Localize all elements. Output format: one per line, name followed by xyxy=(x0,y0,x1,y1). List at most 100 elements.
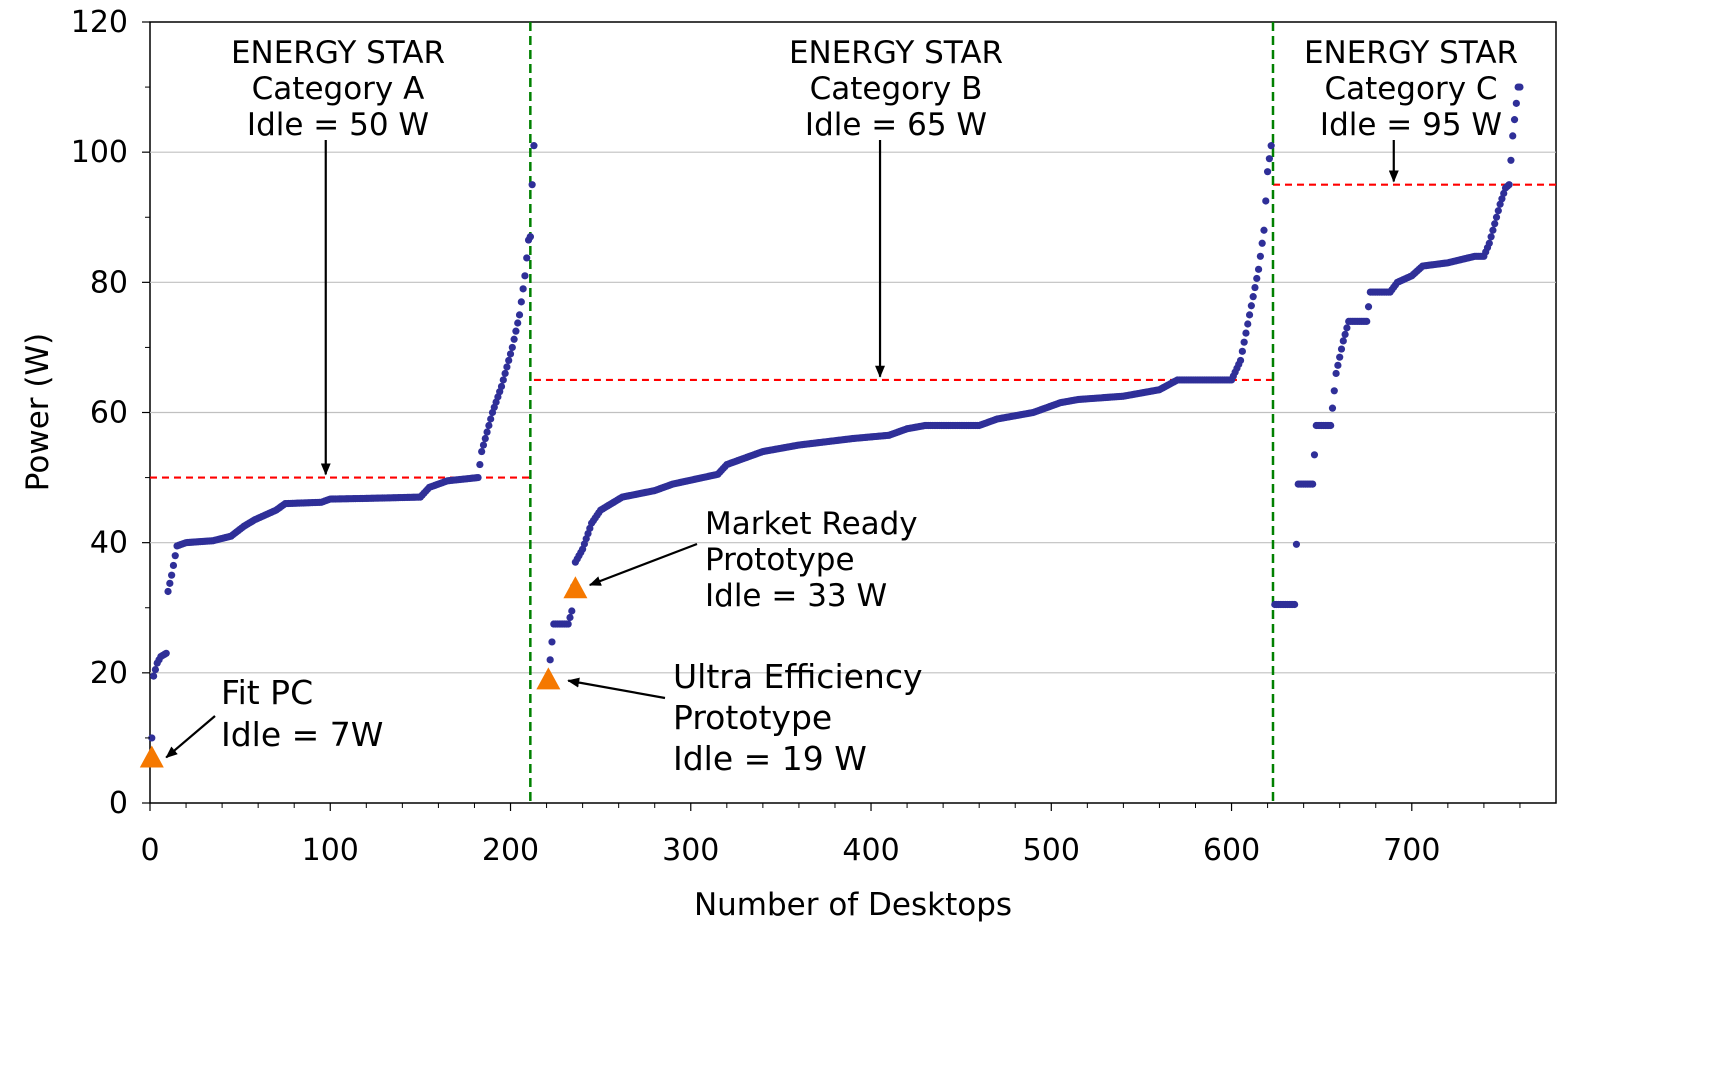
data-point xyxy=(1240,338,1248,346)
data-point xyxy=(164,587,172,596)
data-point xyxy=(1510,116,1519,124)
data-point xyxy=(510,335,518,343)
data-point xyxy=(487,415,495,423)
x-tick-label: 300 xyxy=(662,833,719,868)
data-point xyxy=(1487,233,1495,241)
annotation-fit-pc: Fit PC Idle = 7W xyxy=(221,673,383,754)
data-point xyxy=(1500,189,1508,197)
data-point xyxy=(1334,361,1342,369)
data-point xyxy=(1509,132,1517,140)
data-point xyxy=(1336,353,1344,361)
prototype-markers xyxy=(139,576,588,768)
y-tick-label: 40 xyxy=(90,526,128,561)
data-point xyxy=(1364,303,1373,311)
data-point xyxy=(1498,195,1506,203)
data-point xyxy=(503,363,511,371)
data-point xyxy=(501,369,509,378)
data-point xyxy=(1491,220,1499,228)
data-point xyxy=(166,579,174,587)
data-point xyxy=(483,428,491,436)
data-point xyxy=(1496,200,1504,208)
data-point xyxy=(1242,329,1250,337)
y-tick-label: 20 xyxy=(90,656,128,691)
data-point xyxy=(1337,345,1346,353)
x-tick-label: 500 xyxy=(1023,833,1080,868)
data-point xyxy=(566,613,574,622)
data-point xyxy=(171,552,179,560)
data-point xyxy=(1489,226,1497,234)
x-tick-label: 700 xyxy=(1383,833,1440,868)
data-point xyxy=(530,142,538,150)
cat-b-line-3: Idle = 65 W xyxy=(805,107,987,143)
x-tick-label: 400 xyxy=(842,833,899,868)
data-point xyxy=(1363,317,1371,325)
x-tick-label: 600 xyxy=(1203,833,1260,868)
data-point xyxy=(521,272,529,280)
data-point xyxy=(1245,311,1254,319)
data-point xyxy=(568,607,576,615)
data-point xyxy=(1310,451,1319,459)
cat-a-line-2: Category A xyxy=(252,71,425,107)
prototype-marker xyxy=(563,576,588,599)
data-point xyxy=(169,561,178,570)
data-point xyxy=(1291,600,1299,609)
cat-b-line-1: ENERGY STAR xyxy=(789,35,1003,71)
data-point xyxy=(481,434,489,443)
annotation-market-ready: Market Ready Prototype Idle = 33 W xyxy=(705,506,918,614)
ultra-line-3: Idle = 19 W xyxy=(673,739,867,778)
data-point xyxy=(148,734,156,742)
data-point xyxy=(1327,421,1335,430)
data-point xyxy=(151,665,160,674)
data-point xyxy=(508,343,516,352)
data-point xyxy=(1292,540,1301,548)
data-point xyxy=(1238,347,1246,355)
annotation-category-c: ENERGY STAR Category C Idle = 95 W xyxy=(1304,35,1518,143)
data-point xyxy=(1258,239,1266,247)
gridlines xyxy=(150,151,1556,674)
data-point xyxy=(564,620,572,628)
data-point xyxy=(1516,83,1524,91)
data-point xyxy=(150,672,158,680)
market-line-3: Idle = 33 W xyxy=(705,578,887,614)
data-point xyxy=(1236,356,1245,365)
data-point xyxy=(1254,265,1263,273)
data-point xyxy=(523,254,531,262)
x-axis-title: Number of Desktops xyxy=(694,887,1012,923)
data-point xyxy=(1309,480,1317,488)
cat-a-line-1: ENERGY STAR xyxy=(231,35,445,71)
fit-pc-line-1: Fit PC xyxy=(221,673,313,712)
data-point xyxy=(1485,239,1493,247)
data-point xyxy=(1330,387,1338,395)
prototype-marker xyxy=(536,667,561,690)
cat-a-line-3: Idle = 50 W xyxy=(247,107,429,143)
data-point xyxy=(526,233,534,241)
data-point xyxy=(548,638,556,646)
data-point xyxy=(474,473,482,482)
data-point xyxy=(1244,320,1252,328)
data-point xyxy=(1507,156,1515,164)
data-point xyxy=(476,460,484,469)
data-point xyxy=(1512,99,1520,107)
category-dividers xyxy=(529,22,1275,803)
annotation-category-a: ENERGY STAR Category A Idle = 50 W xyxy=(231,35,445,143)
data-points xyxy=(148,83,1524,742)
x-tick-label: 200 xyxy=(482,833,539,868)
annotation-ultra-efficiency: Ultra Efficiency Prototype Idle = 19 W xyxy=(673,657,923,778)
data-point xyxy=(1263,168,1272,176)
arrow-market-ready xyxy=(588,542,698,586)
data-point xyxy=(515,311,524,319)
data-point xyxy=(1505,181,1513,189)
market-line-2: Prototype xyxy=(705,542,855,578)
data-point xyxy=(1260,226,1268,234)
data-point xyxy=(1267,142,1275,150)
data-point xyxy=(1247,302,1255,310)
data-point xyxy=(1339,337,1347,345)
ultra-line-1: Ultra Efficiency xyxy=(673,657,923,696)
data-point xyxy=(506,350,515,358)
cat-c-line-3: Idle = 95 W xyxy=(1320,107,1502,143)
data-point xyxy=(1492,213,1501,221)
y-tick-label: 60 xyxy=(90,396,128,431)
y-axis-title: Power (W) xyxy=(20,333,56,491)
